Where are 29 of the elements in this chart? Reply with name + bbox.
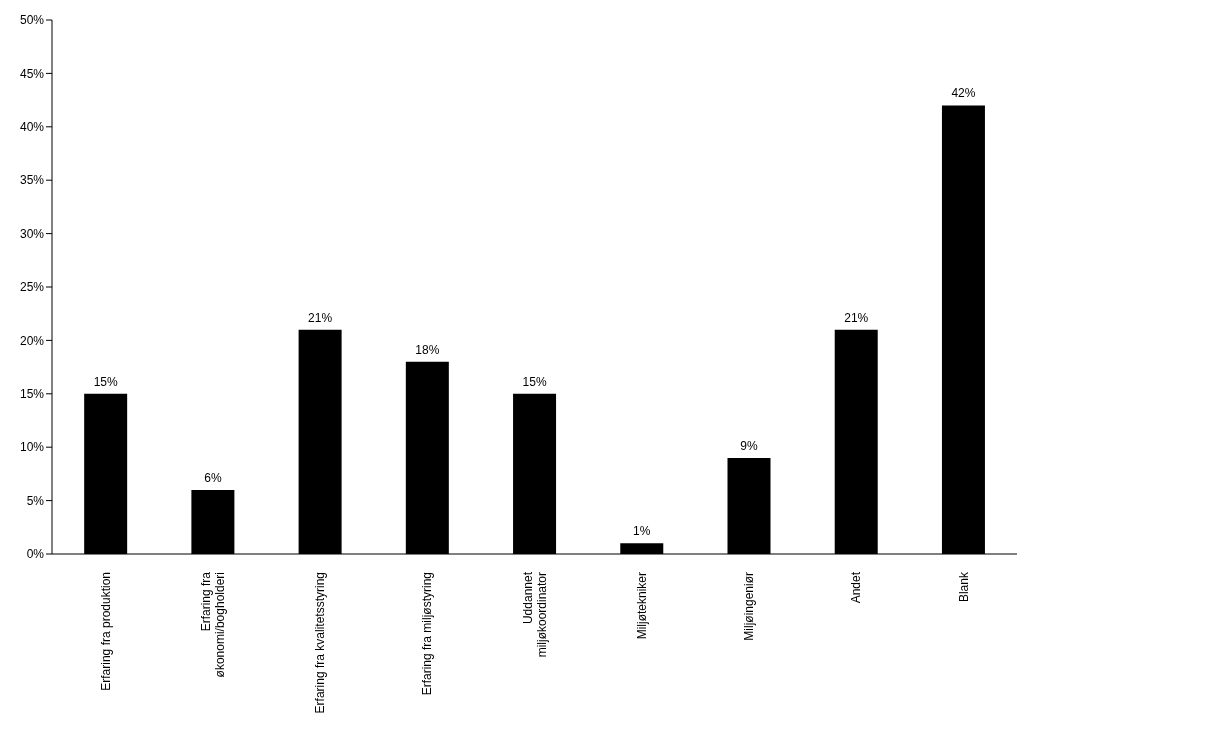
- x-tick-label: Erfaring fra produktion: [98, 572, 113, 691]
- y-tick-label: 10%: [19, 440, 45, 455]
- y-tick-label: 35%: [19, 173, 45, 188]
- x-tick-label: Erfaring fra miljøstyring: [420, 572, 435, 696]
- y-tick-label: 30%: [19, 226, 45, 241]
- data-label: 18%: [415, 342, 440, 357]
- y-tick-label: 15%: [19, 387, 45, 402]
- data-label: 15%: [522, 374, 547, 389]
- y-tick-label: 45%: [19, 66, 45, 81]
- x-tick-label: Miljøtekniker: [634, 572, 649, 640]
- y-tick-label: 25%: [19, 280, 45, 295]
- y-tick-label: 0%: [26, 547, 45, 562]
- x-tick-label: Erfaring fra kvalitetsstyring: [313, 572, 328, 714]
- x-tick-label: Miljøingeniør: [742, 572, 757, 641]
- x-tick-label: Blank: [956, 571, 971, 603]
- y-tick-label: 20%: [19, 333, 45, 348]
- x-tick-label: Uddannet miljøkoordinator: [520, 571, 549, 658]
- x-tick-label: Andet: [849, 571, 864, 604]
- y-tick-label: 5%: [26, 493, 45, 508]
- data-label: 15%: [93, 374, 118, 389]
- data-label: 42%: [951, 86, 976, 101]
- data-label: 9%: [740, 438, 758, 453]
- data-label: 6%: [204, 470, 222, 485]
- y-tick-label: 40%: [19, 120, 45, 135]
- data-label: 21%: [308, 310, 333, 325]
- y-tick-label: 50%: [19, 13, 45, 28]
- data-label: 1%: [633, 524, 651, 539]
- x-tick-label: Erfaring fra økonomi/bogholderi: [198, 571, 228, 678]
- data-label: 21%: [844, 310, 869, 325]
